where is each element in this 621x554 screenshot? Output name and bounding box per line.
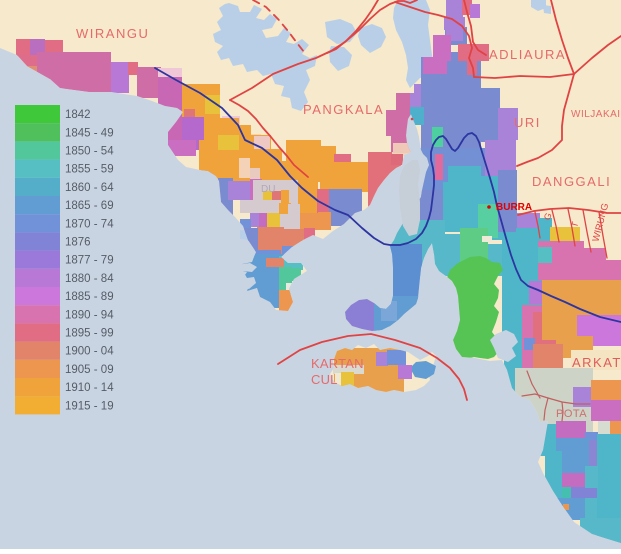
- svg-text:G: G: [542, 211, 554, 221]
- svg-text:PANGKALA: PANGKALA: [303, 102, 384, 117]
- svg-text:WILJAKAI: WILJAKAI: [571, 109, 621, 120]
- svg-text:1915 - 19: 1915 - 19: [65, 400, 114, 412]
- svg-text:1855 - 59: 1855 - 59: [65, 164, 114, 176]
- svg-text:1865 - 69: 1865 - 69: [65, 200, 114, 212]
- svg-text:1870 - 74: 1870 - 74: [65, 218, 114, 230]
- svg-text:1842: 1842: [65, 109, 91, 121]
- svg-text:ADLIAURA: ADLIAURA: [489, 47, 566, 62]
- svg-text:T: T: [569, 220, 580, 228]
- svg-text:ARKAT: ARKAT: [572, 355, 621, 370]
- svg-text:POTA: POTA: [556, 408, 587, 420]
- svg-text:DANGGALI: DANGGALI: [532, 174, 611, 189]
- svg-text:DU: DU: [261, 184, 275, 195]
- svg-text:CUL: CUL: [311, 372, 338, 387]
- svg-text:WIRANGU: WIRANGU: [76, 26, 149, 41]
- svg-text:1860 - 64: 1860 - 64: [65, 182, 114, 194]
- svg-text:URI: URI: [514, 115, 541, 130]
- svg-text:1877 - 79: 1877 - 79: [65, 255, 114, 267]
- svg-text:1890 - 94: 1890 - 94: [65, 309, 114, 321]
- svg-text:KARTAN: KARTAN: [311, 356, 364, 371]
- svg-text:1885 - 89: 1885 - 89: [65, 291, 114, 303]
- svg-text:1910 - 14: 1910 - 14: [65, 382, 114, 394]
- svg-text:1850 - 54: 1850 - 54: [65, 146, 114, 158]
- svg-text:1895 - 99: 1895 - 99: [65, 328, 114, 340]
- svg-text:BURRA: BURRA: [496, 202, 532, 213]
- svg-text:1900 - 04: 1900 - 04: [65, 346, 114, 358]
- svg-text:1880 - 84: 1880 - 84: [65, 273, 114, 285]
- svg-text:1845 - 49: 1845 - 49: [65, 127, 114, 139]
- svg-text:1905 - 09: 1905 - 09: [65, 364, 114, 376]
- svg-text:1876: 1876: [65, 237, 91, 249]
